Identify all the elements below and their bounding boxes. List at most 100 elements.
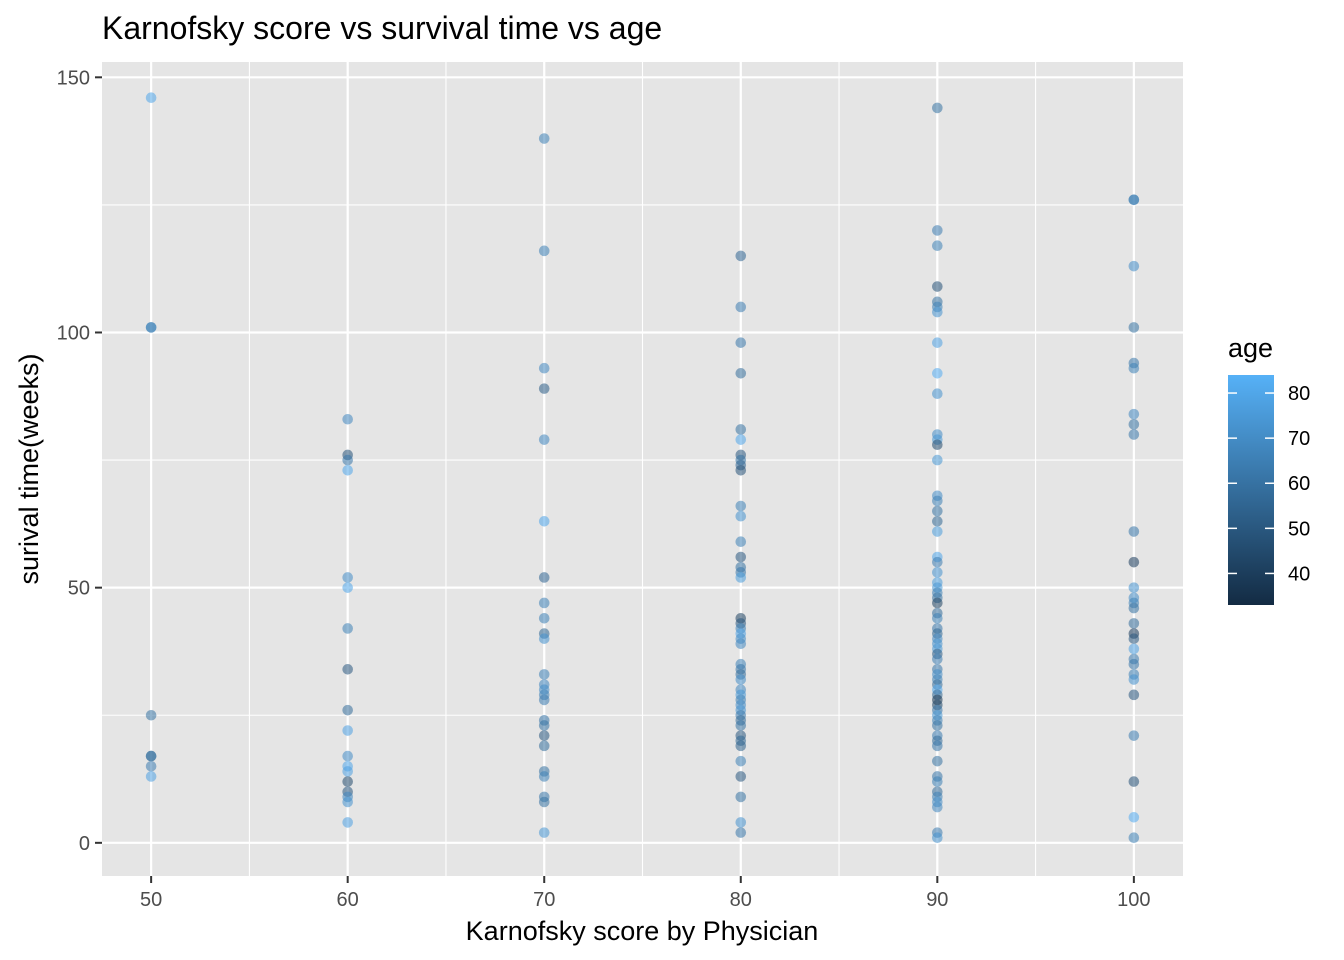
data-point bbox=[735, 434, 747, 445]
data-point bbox=[538, 245, 550, 257]
data-point bbox=[735, 551, 747, 563]
x-tick-label: 50 bbox=[140, 889, 162, 911]
age-legend: age 40 50 60 70 80 bbox=[1228, 333, 1310, 605]
y-axis: 0 50 100 150 bbox=[57, 67, 102, 855]
data-point bbox=[932, 516, 943, 527]
legend-colorbar bbox=[1228, 375, 1274, 605]
data-point bbox=[735, 510, 747, 522]
data-point bbox=[1128, 658, 1140, 670]
legend-tick-label: 60 bbox=[1288, 473, 1310, 495]
data-point bbox=[538, 612, 550, 624]
data-point bbox=[735, 791, 747, 803]
data-point bbox=[932, 368, 943, 379]
x-tick-label: 80 bbox=[730, 889, 752, 911]
data-point bbox=[932, 740, 943, 752]
data-point bbox=[538, 694, 550, 706]
data-point bbox=[538, 827, 550, 838]
data-point bbox=[735, 301, 747, 313]
legend-tick-label: 50 bbox=[1288, 518, 1310, 540]
data-point bbox=[1128, 689, 1140, 701]
data-point bbox=[1128, 526, 1140, 537]
data-point bbox=[342, 704, 353, 716]
data-point bbox=[342, 582, 353, 593]
data-point bbox=[342, 750, 353, 762]
data-point bbox=[538, 383, 550, 394]
legend-tick-label: 80 bbox=[1288, 383, 1310, 405]
data-point bbox=[1128, 618, 1140, 629]
data-point bbox=[932, 454, 943, 466]
chart-title: Karnofsky score vs survival time vs age bbox=[102, 10, 662, 46]
data-point bbox=[538, 740, 550, 752]
data-point bbox=[1128, 812, 1140, 823]
data-point bbox=[342, 464, 353, 476]
data-point bbox=[735, 740, 747, 752]
data-point bbox=[145, 709, 157, 721]
data-point bbox=[342, 766, 353, 777]
data-point bbox=[932, 225, 943, 236]
data-point bbox=[342, 725, 353, 736]
data-point bbox=[1128, 643, 1140, 655]
legend-tick-label: 40 bbox=[1288, 563, 1310, 585]
legend-ticks: 40 50 60 70 80 bbox=[1228, 383, 1310, 585]
data-point bbox=[1128, 429, 1140, 440]
data-point bbox=[735, 674, 747, 685]
data-point bbox=[1128, 602, 1140, 614]
data-point bbox=[932, 653, 943, 665]
data-point bbox=[932, 439, 943, 451]
data-point bbox=[932, 801, 943, 813]
data-point bbox=[932, 556, 943, 568]
data-point bbox=[932, 832, 943, 844]
minor-gridlines bbox=[102, 62, 1183, 876]
x-axis: 50 60 70 80 90 100 bbox=[140, 876, 1151, 911]
data-point bbox=[342, 413, 353, 425]
data-point bbox=[932, 240, 943, 252]
data-point bbox=[735, 368, 747, 379]
data-point bbox=[932, 102, 943, 114]
data-point bbox=[735, 536, 747, 548]
data-point bbox=[932, 388, 943, 400]
data-point bbox=[538, 434, 550, 445]
data-point bbox=[735, 827, 747, 838]
legend-title: age bbox=[1228, 333, 1273, 363]
data-point bbox=[342, 817, 353, 828]
data-point bbox=[1128, 730, 1140, 741]
data-point bbox=[735, 771, 747, 782]
data-point bbox=[538, 720, 550, 731]
data-point bbox=[1128, 362, 1140, 374]
y-tick-label: 50 bbox=[68, 578, 90, 600]
data-point bbox=[538, 796, 550, 808]
y-axis-title: surival time(weeks) bbox=[14, 353, 44, 584]
data-point bbox=[735, 250, 747, 262]
x-tick-label: 60 bbox=[337, 889, 359, 911]
data-point bbox=[145, 750, 157, 762]
data-point bbox=[1128, 582, 1140, 593]
data-point bbox=[932, 526, 943, 537]
data-point bbox=[735, 572, 747, 583]
data-point bbox=[735, 720, 747, 731]
data-point bbox=[735, 817, 747, 828]
x-tick-label: 90 bbox=[926, 889, 948, 911]
data-point bbox=[1128, 194, 1140, 206]
data-point bbox=[538, 516, 550, 527]
x-tick-label: 70 bbox=[533, 889, 555, 911]
data-point bbox=[145, 322, 157, 333]
data-point bbox=[1128, 322, 1140, 333]
data-point bbox=[538, 572, 550, 583]
data-point bbox=[1128, 408, 1140, 420]
data-point bbox=[932, 612, 943, 624]
data-point bbox=[538, 362, 550, 374]
data-point bbox=[932, 776, 943, 787]
data-point bbox=[735, 464, 747, 476]
data-point bbox=[342, 454, 353, 466]
data-point bbox=[538, 633, 550, 644]
legend-tick-label: 70 bbox=[1288, 428, 1310, 450]
data-point bbox=[1128, 419, 1140, 430]
data-point bbox=[342, 572, 353, 583]
data-point bbox=[1128, 832, 1140, 844]
data-point bbox=[932, 755, 943, 767]
data-point bbox=[932, 597, 943, 609]
data-point bbox=[1128, 260, 1140, 272]
data-point bbox=[932, 495, 943, 507]
y-tick-label: 150 bbox=[57, 67, 90, 89]
